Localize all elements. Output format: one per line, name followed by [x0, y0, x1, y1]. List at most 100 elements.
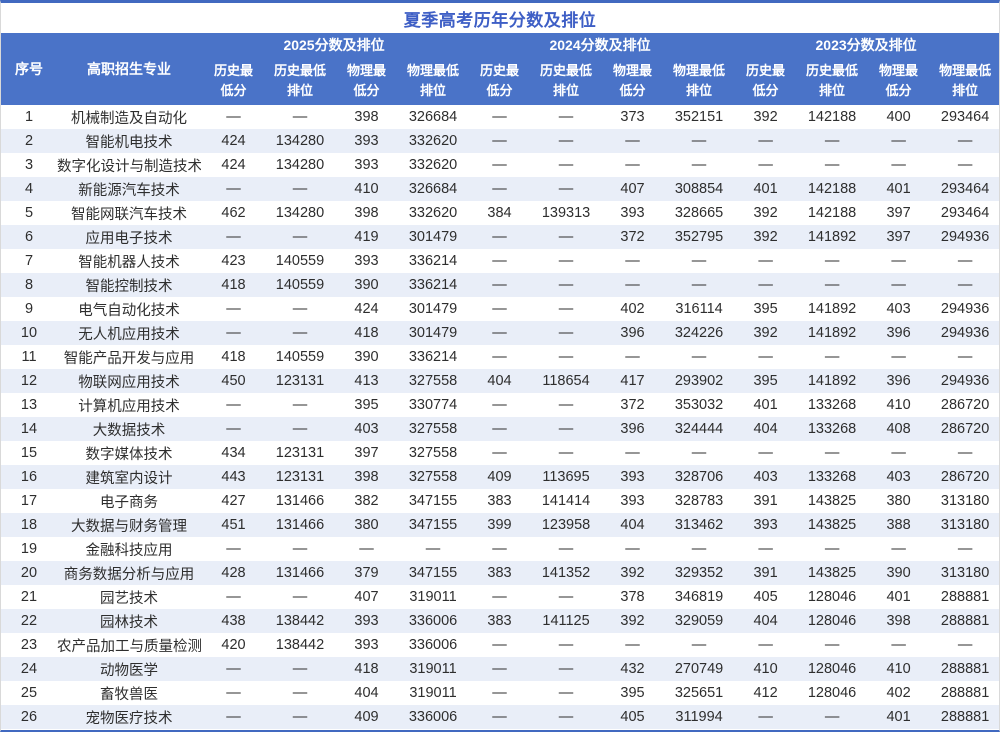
- sub-header-line1: 物理最: [346, 62, 386, 78]
- value-cell: —: [492, 397, 507, 413]
- value-cell: —: [558, 157, 574, 173]
- value-cell: 405: [620, 709, 645, 725]
- value-cell: —: [691, 637, 707, 653]
- value-cell: 404: [487, 373, 512, 389]
- value-cell: 128046: [807, 685, 857, 701]
- table-row: 20 商务数据分析与应用 428 131466 379 347155 383 141352 39…: [1, 561, 999, 585]
- value-cell: 140559: [275, 349, 325, 365]
- value-cell: 319011: [409, 685, 457, 701]
- sub-header: 历史最 低分: [201, 57, 266, 105]
- value-cell: 138442: [275, 613, 325, 629]
- value-cell: 410: [886, 397, 911, 413]
- value-cell: 142188: [807, 109, 857, 125]
- value-cell: 413: [354, 373, 379, 389]
- major-cell: 应用电子技术: [85, 230, 173, 247]
- value-cell: 423: [221, 253, 246, 269]
- value-cell: 118654: [542, 373, 590, 389]
- seq-cell: 7: [24, 253, 34, 269]
- value-cell: —: [691, 133, 707, 149]
- seq-cell: 6: [24, 229, 34, 245]
- major-cell: 园林技术: [100, 614, 158, 631]
- value-cell: 393: [753, 517, 778, 533]
- table-row: 19 金融科技应用 — — — — — — — — — — — —: [1, 537, 999, 561]
- value-cell: —: [359, 541, 374, 557]
- value-cell: 327558: [408, 421, 458, 437]
- sub-header-line1: 物理最: [879, 62, 919, 78]
- table-row: 7 智能机器人技术 423 140559 393 336214 — — — — — — — —: [1, 249, 999, 273]
- value-cell: 410: [753, 661, 778, 677]
- year-group-2025: 2025分数及排位: [201, 33, 468, 57]
- value-cell: —: [492, 685, 507, 701]
- value-cell: 392: [753, 205, 778, 221]
- table-row: 3 数字化设计与制造技术 424 134280 393 332620 — — — — — — — —: [1, 153, 999, 177]
- value-cell: 139313: [541, 205, 591, 221]
- value-cell: 395: [753, 301, 778, 317]
- value-cell: 393: [354, 133, 379, 149]
- value-cell: —: [891, 253, 906, 269]
- value-cell: —: [558, 133, 574, 149]
- value-cell: 405: [753, 589, 778, 605]
- value-cell: —: [558, 325, 574, 341]
- table-row: 14 大数据技术 — — 403 327558 — — 396 324444 404 133268 40…: [1, 417, 999, 441]
- value-cell: 301479: [408, 325, 458, 341]
- value-cell: 143825: [807, 493, 857, 509]
- value-cell: —: [957, 541, 973, 557]
- table-row: 16 建筑室内设计 443 123131 398 327558 409 113695 393 32…: [1, 465, 999, 489]
- value-cell: —: [425, 541, 441, 557]
- value-cell: 393: [354, 613, 379, 629]
- seq-cell: 17: [20, 493, 38, 509]
- value-cell: 319011: [409, 589, 457, 605]
- value-cell: 327558: [408, 373, 458, 389]
- value-cell: 326684: [408, 181, 458, 197]
- major-cell: 电子商务: [100, 494, 158, 511]
- value-cell: 382: [354, 493, 379, 509]
- value-cell: 123131: [275, 445, 325, 461]
- value-cell: 432: [620, 661, 645, 677]
- value-cell: 451: [221, 517, 246, 533]
- value-cell: —: [758, 157, 773, 173]
- value-cell: —: [691, 445, 707, 461]
- value-cell: 286720: [940, 469, 990, 485]
- value-cell: 288881: [940, 709, 990, 725]
- seq-cell: 4: [24, 181, 34, 197]
- value-cell: 372: [620, 229, 645, 245]
- value-cell: 143825: [807, 517, 857, 533]
- value-cell: 462: [221, 205, 246, 221]
- value-cell: 417: [620, 373, 645, 389]
- value-cell: 403: [886, 301, 911, 317]
- value-cell: 392: [753, 229, 778, 245]
- sub-header: 物理最 低分: [334, 57, 399, 105]
- sub-header-line1: 物理最: [613, 62, 653, 78]
- value-cell: 434: [221, 445, 246, 461]
- value-cell: —: [558, 541, 574, 557]
- value-cell: —: [957, 253, 973, 269]
- value-cell: —: [824, 541, 840, 557]
- sub-header: 历史最低 排位: [532, 57, 601, 105]
- value-cell: —: [891, 445, 906, 461]
- value-cell: 293902: [674, 373, 724, 389]
- value-cell: —: [292, 661, 308, 677]
- value-cell: 409: [354, 709, 379, 725]
- value-cell: 141125: [542, 613, 590, 629]
- value-cell: 407: [354, 589, 379, 605]
- value-cell: 410: [354, 181, 379, 197]
- major-cell: 建筑室内设计: [85, 470, 173, 487]
- major-cell: 智能机器人技术: [78, 254, 180, 271]
- value-cell: 325651: [674, 685, 724, 701]
- value-cell: 313462: [674, 517, 724, 533]
- value-cell: 404: [354, 685, 379, 701]
- value-cell: —: [891, 541, 906, 557]
- value-cell: —: [891, 637, 906, 653]
- value-cell: —: [891, 133, 906, 149]
- value-cell: —: [691, 277, 707, 293]
- value-cell: 326684: [408, 109, 458, 125]
- sub-header-line1: 历史最低: [806, 62, 859, 78]
- value-cell: 328665: [674, 205, 724, 221]
- value-cell: 380: [354, 517, 379, 533]
- sub-header: 历史最 低分: [733, 57, 799, 105]
- value-cell: 113695: [542, 469, 590, 485]
- value-cell: 142188: [807, 181, 857, 197]
- major-cell: 无人机应用技术: [78, 326, 180, 343]
- seq-cell: 19: [20, 541, 38, 557]
- value-cell: 398: [354, 469, 379, 485]
